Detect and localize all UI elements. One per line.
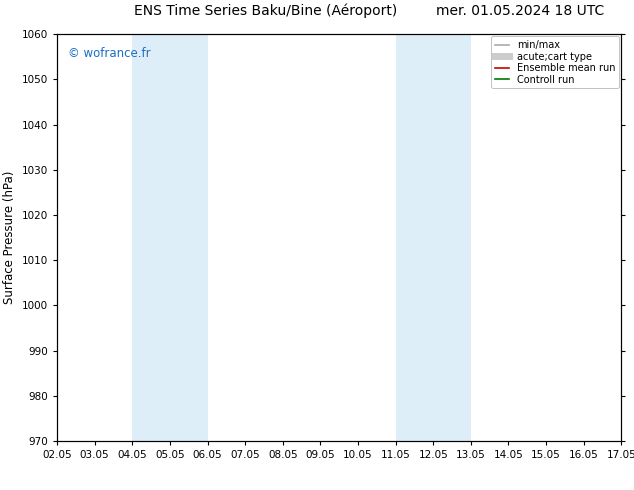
Y-axis label: Surface Pressure (hPa): Surface Pressure (hPa) (3, 171, 16, 304)
Bar (170, 34, 207, 441)
Text: © wofrance.fr: © wofrance.fr (68, 47, 151, 59)
Bar (396, 34, 433, 441)
Bar (433, 34, 471, 441)
Legend: min/max, acute;cart type, Ensemble mean run, Controll run: min/max, acute;cart type, Ensemble mean … (491, 36, 619, 88)
Text: ENS Time Series Baku/Bine (Aéroport): ENS Time Series Baku/Bine (Aéroport) (134, 3, 398, 18)
Text: mer. 01.05.2024 18 UTC: mer. 01.05.2024 18 UTC (436, 4, 604, 18)
Bar (133, 34, 170, 441)
